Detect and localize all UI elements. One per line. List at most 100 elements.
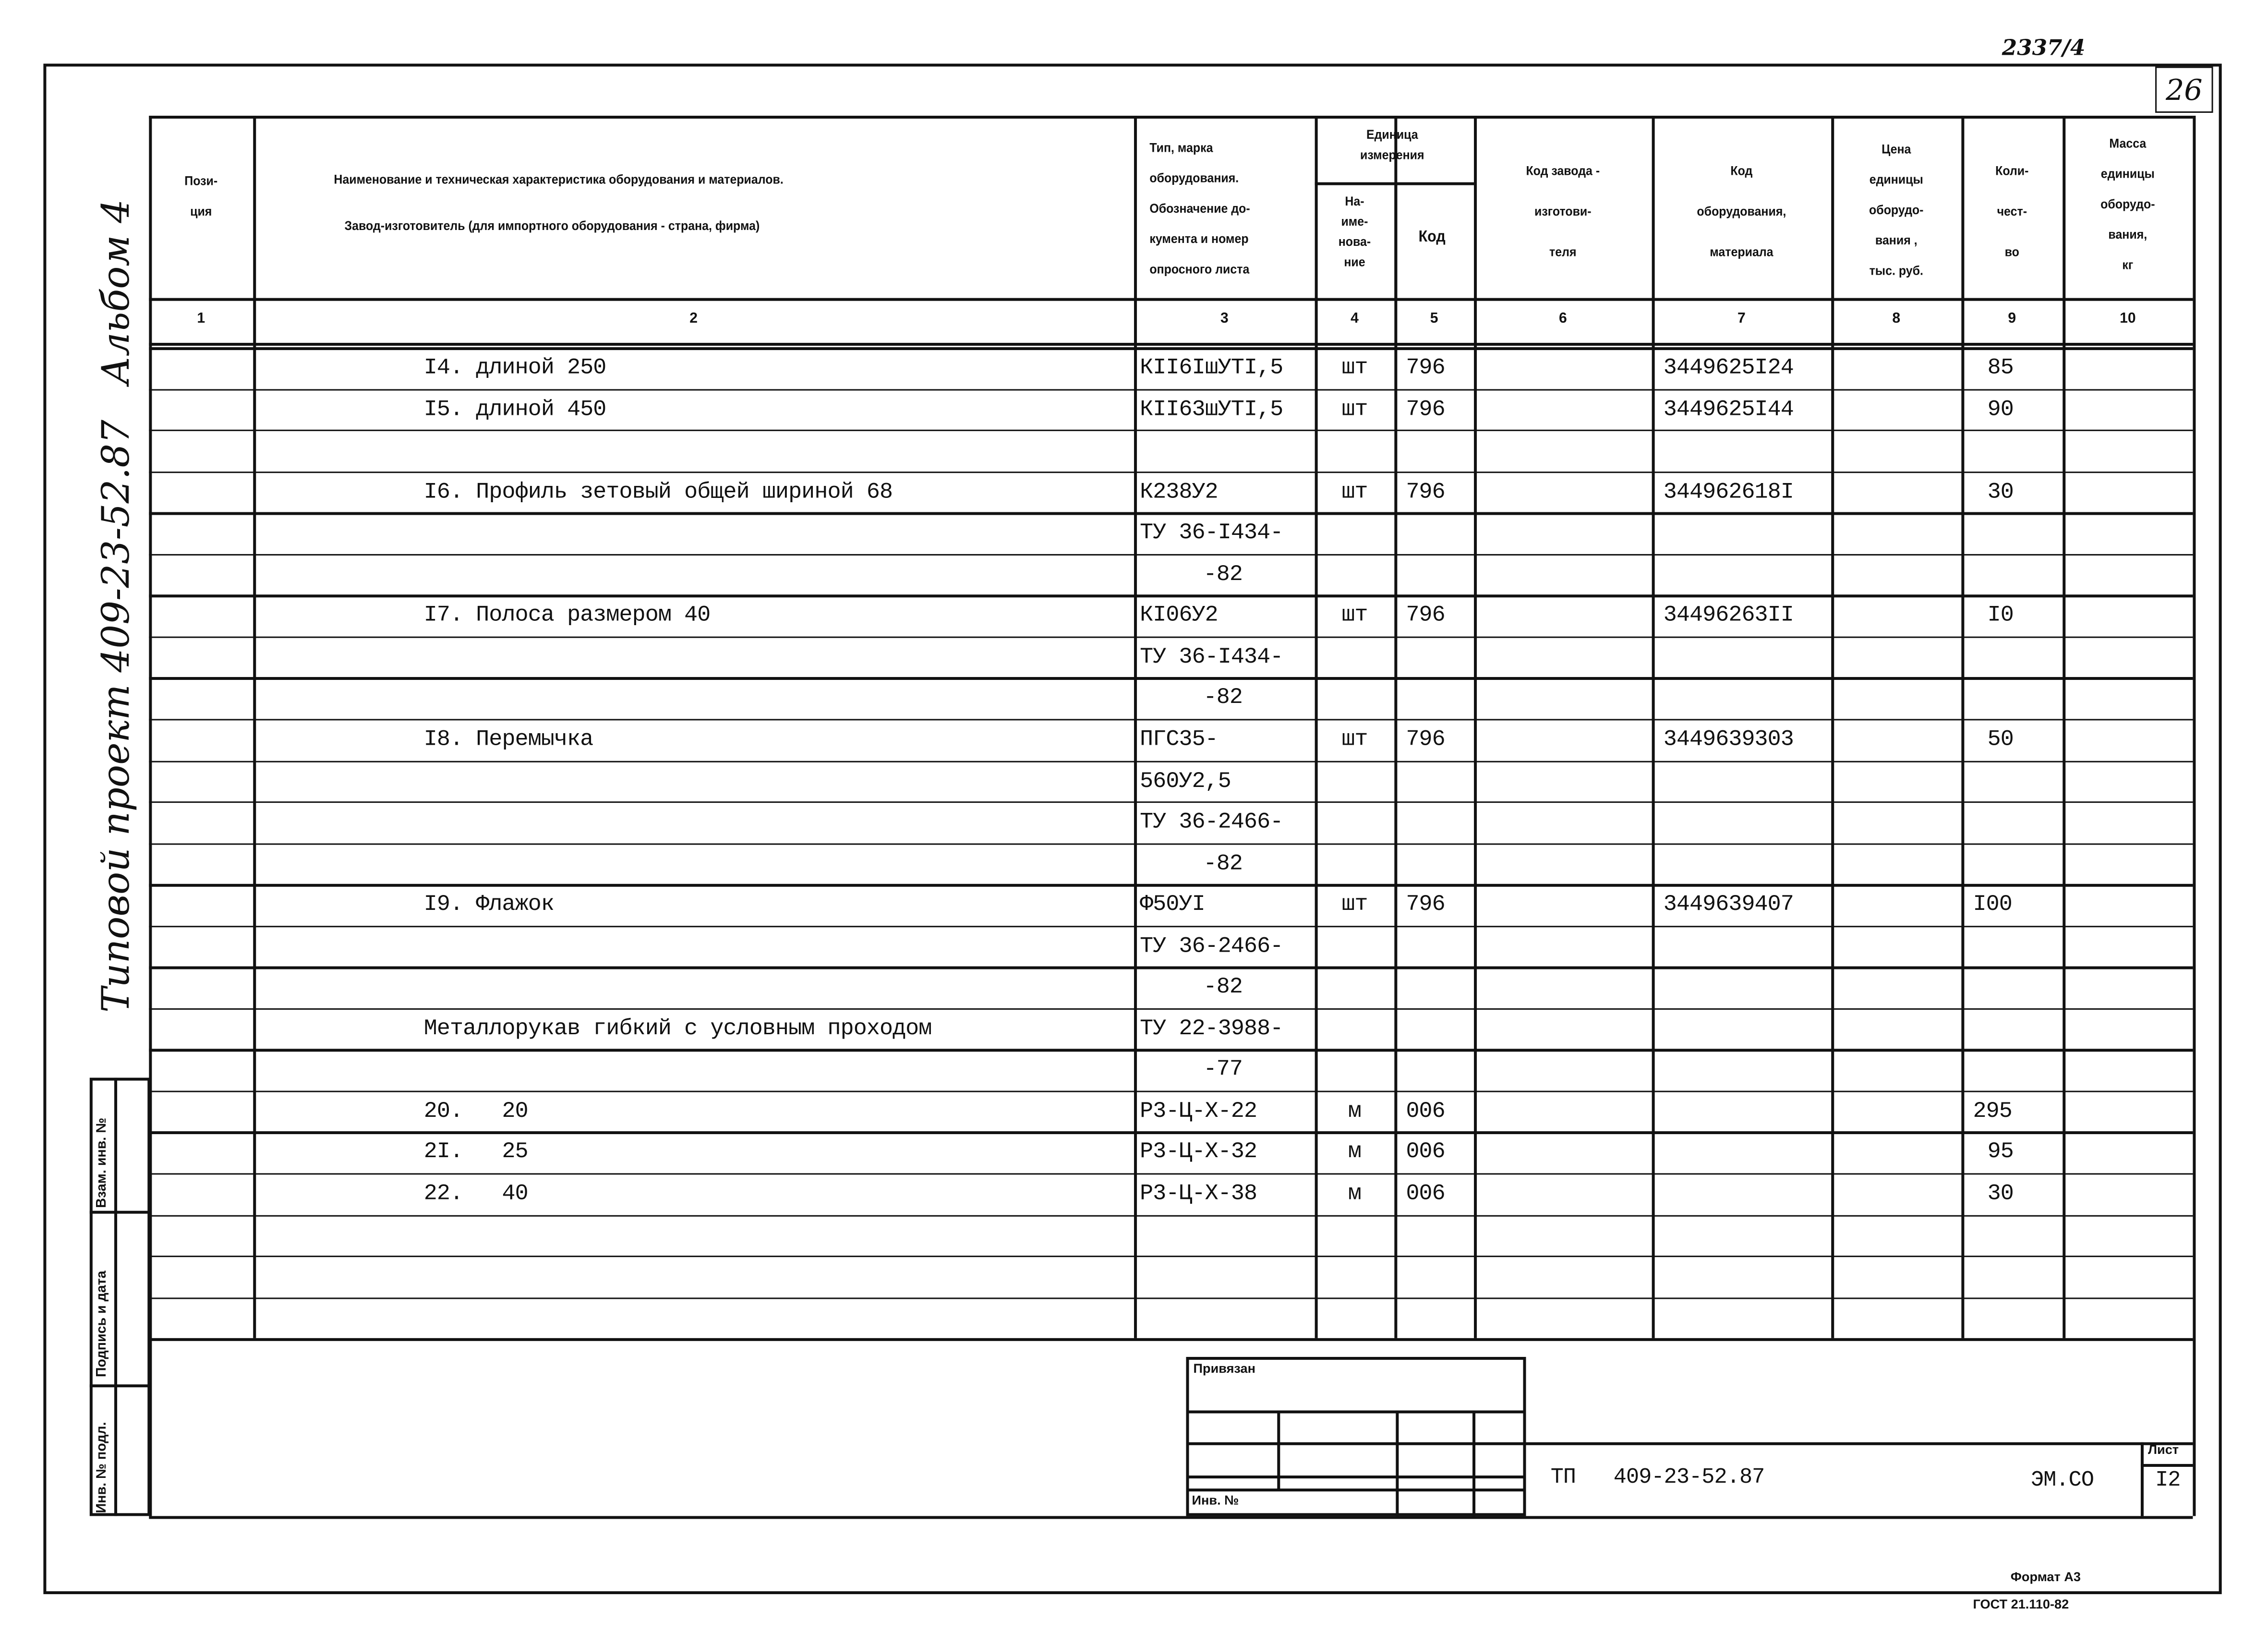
grid-line bbox=[149, 1049, 2193, 1052]
table-cell-col7: 344962618I bbox=[1663, 478, 1794, 505]
table-cell-col2: I8. Перемычка bbox=[423, 726, 593, 752]
table-cell-col2: 22. 40 bbox=[423, 1180, 529, 1207]
header-unit-name: На-име-нова-ние bbox=[1338, 194, 1371, 269]
grid-line bbox=[1474, 116, 1476, 1339]
page-box: 26 bbox=[2155, 66, 2213, 113]
column-number-7: 7 bbox=[1737, 311, 1746, 327]
table-cell-col3: 560У2,5 bbox=[1140, 767, 1231, 794]
grid-line bbox=[1134, 116, 1136, 1339]
column-number-9: 9 bbox=[2008, 311, 2016, 327]
table-cell-col5: 796 bbox=[1406, 396, 1445, 422]
table-cell-col9: 30 bbox=[1987, 1180, 2014, 1207]
table-cell-col3: Ф50УI bbox=[1140, 891, 1206, 918]
inv-no-label: Инв. № bbox=[1192, 1493, 1239, 1508]
table-cell-col7: 3449625I44 bbox=[1663, 396, 1794, 422]
table-cell-col2: I9. Флажок bbox=[423, 891, 555, 918]
grid-line bbox=[149, 298, 2193, 302]
table-cell-col4: шт bbox=[1341, 726, 1368, 752]
table-cell-col2: I7. Полоса размером 40 bbox=[423, 602, 711, 629]
table-row: I8. Перемычка ПГС35- шт 796 3449639303 50 bbox=[149, 719, 2193, 760]
grid-line bbox=[149, 1214, 2193, 1217]
grid-line bbox=[149, 595, 2193, 597]
grid-line bbox=[149, 471, 2193, 473]
grid-line bbox=[149, 636, 2193, 639]
table-cell-col9: 90 bbox=[1987, 396, 2014, 422]
table-cell-col3: ТУ 36-I434- bbox=[1140, 520, 1283, 546]
table-row: -77 bbox=[149, 1049, 2193, 1090]
grid-line bbox=[149, 967, 2193, 969]
table-cell-col2: 20. 20 bbox=[423, 1098, 529, 1124]
table-cell-col3: ТУ 36-2466- bbox=[1140, 932, 1283, 959]
header-factory-code: Код завода - изготови-теля bbox=[1526, 163, 1600, 259]
table-cell-col3: КII6IшУТI,5 bbox=[1140, 354, 1283, 381]
header-position: Пози-ция bbox=[184, 173, 218, 218]
table-cell-col9: 95 bbox=[1987, 1139, 2014, 1165]
header-unit-group: Единица измерения bbox=[1360, 127, 1424, 162]
grid-line bbox=[149, 1256, 2193, 1258]
gost-label: ГОСТ 21.110-82 bbox=[1973, 1597, 2069, 1612]
table-row: Металлорукав гибкий с условным проходом Т… bbox=[149, 1008, 2193, 1049]
binding-block bbox=[1186, 1357, 1526, 1516]
grid-line bbox=[149, 1297, 2193, 1299]
table-cell-col2: Металлорукав гибкий с условным проходом bbox=[423, 1015, 932, 1041]
table-cell-col5: 796 bbox=[1406, 891, 1445, 918]
column-number-3: 3 bbox=[1220, 311, 1229, 327]
sheet-label: Лист bbox=[2148, 1442, 2179, 1457]
grid-line bbox=[149, 884, 2193, 886]
grid-line bbox=[1831, 116, 1834, 1339]
grid-line bbox=[149, 843, 2193, 845]
column-number-1: 1 bbox=[197, 311, 205, 327]
table-cell-col7: 3449639303 bbox=[1663, 726, 1794, 752]
table-cell-col2: I4. длиной 250 bbox=[423, 354, 607, 381]
column-number-4: 4 bbox=[1351, 311, 1359, 327]
table-cell-col5: 796 bbox=[1406, 602, 1445, 629]
grid-line bbox=[149, 388, 2193, 391]
table-row: 20. 20 Р3-Ц-Х-22 м 006 295 bbox=[149, 1090, 2193, 1132]
table-row bbox=[149, 1214, 2193, 1256]
document-code: ТП 409-23-52.87 bbox=[1550, 1465, 1765, 1490]
table-cell-col2: 2I. 25 bbox=[423, 1139, 529, 1165]
grid-line bbox=[149, 554, 2193, 556]
header-name: Наименование и техническая характеристик… bbox=[334, 172, 784, 233]
grid-line bbox=[149, 1516, 2193, 1520]
table-row bbox=[149, 430, 2193, 471]
grid-line bbox=[149, 925, 2193, 928]
table-row bbox=[149, 1297, 2193, 1338]
column-number-2: 2 bbox=[689, 311, 698, 327]
table-row: 560У2,5 bbox=[149, 760, 2193, 801]
stamp-vzam-inv: Взам. инв. № bbox=[94, 1117, 110, 1208]
table-cell-col5: 006 bbox=[1406, 1139, 1445, 1165]
grid-line bbox=[1652, 116, 1654, 1339]
table-cell-col9: 295 bbox=[1973, 1098, 2012, 1124]
document-mark: ЭМ.СО bbox=[2030, 1468, 2094, 1493]
table-cell-col3: -82 bbox=[1203, 850, 1243, 876]
table-row: -82 bbox=[149, 843, 2193, 884]
table-row bbox=[149, 1256, 2193, 1297]
table-cell-col9: I0 bbox=[1987, 602, 2014, 629]
table-cell-col4: шт bbox=[1341, 354, 1368, 381]
table-row: I5. длиной 450 КII63шУТI,5 шт 796 3449625I44… bbox=[149, 388, 2193, 430]
sheet-number: I2 bbox=[2155, 1468, 2181, 1493]
header-price: Цена единицы оборудо-вания , тыс. руб. bbox=[1869, 142, 1924, 278]
table-cell-col5: 006 bbox=[1406, 1098, 1445, 1124]
grid-line bbox=[149, 343, 2193, 345]
table-cell-col7: 3449625I24 bbox=[1663, 354, 1794, 381]
header-mass: Масса единицы оборудо-вания, кг bbox=[2100, 136, 2155, 272]
table-cell-col2: I6. Профиль зетовый общей шириной 68 bbox=[423, 478, 893, 505]
column-number-6: 6 bbox=[1558, 311, 1567, 327]
grid-line bbox=[149, 677, 2193, 680]
table-row: 2I. 25 Р3-Ц-Х-32 м 006 95 bbox=[149, 1132, 2193, 1173]
table-cell-col4: шт bbox=[1341, 602, 1368, 629]
table-cell-col4: м bbox=[1348, 1139, 1362, 1165]
table-cell-col9: 85 bbox=[1987, 354, 2014, 381]
table-cell-col3: КI06У2 bbox=[1140, 602, 1218, 629]
grid-line bbox=[1961, 116, 1964, 1339]
table-cell-col3: -82 bbox=[1203, 685, 1243, 711]
table-cell-col4: шт bbox=[1341, 891, 1368, 918]
grid-line bbox=[149, 512, 2193, 515]
table-row: -82 bbox=[149, 677, 2193, 719]
table-cell-col5: 006 bbox=[1406, 1180, 1445, 1207]
table-cell-col4: шт bbox=[1341, 396, 1368, 422]
